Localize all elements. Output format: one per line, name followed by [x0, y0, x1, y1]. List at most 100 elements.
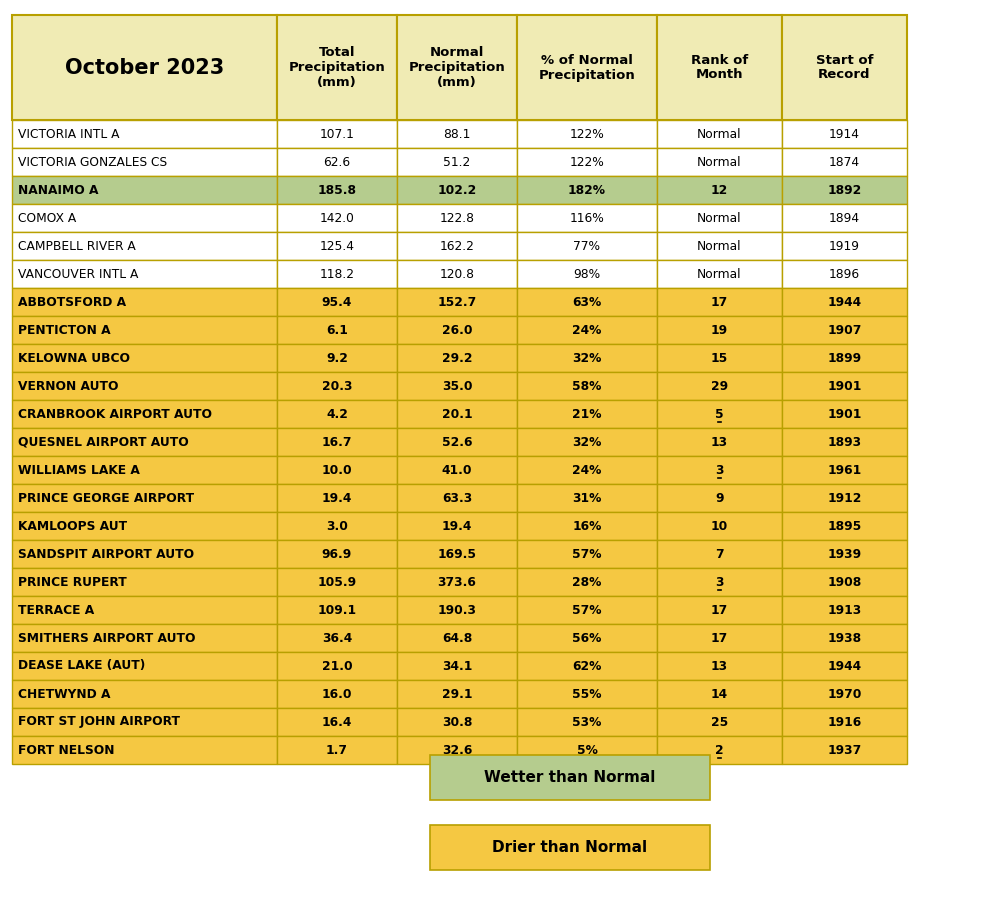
Bar: [656, 456, 781, 484]
Bar: [656, 736, 781, 764]
Text: 122.8: 122.8: [439, 212, 474, 225]
Bar: [781, 680, 906, 708]
Bar: [396, 148, 517, 176]
Bar: [277, 260, 396, 288]
Text: 19: 19: [710, 323, 727, 337]
Text: 1938: 1938: [826, 632, 861, 645]
Text: 10: 10: [710, 519, 727, 532]
Text: DEASE LAKE (AUT): DEASE LAKE (AUT): [18, 659, 145, 673]
Text: 3.0: 3.0: [326, 519, 348, 532]
Bar: [277, 652, 396, 680]
Text: FORT NELSON: FORT NELSON: [18, 743, 114, 757]
Bar: [517, 540, 656, 568]
Text: ABBOTSFORD A: ABBOTSFORD A: [18, 296, 126, 309]
Text: 20.3: 20.3: [321, 380, 352, 393]
Bar: [781, 15, 906, 120]
Bar: [429, 825, 709, 870]
Bar: [277, 232, 396, 260]
Bar: [396, 316, 517, 344]
Bar: [12, 260, 277, 288]
Text: 7: 7: [714, 548, 723, 561]
Text: VICTORIA INTL A: VICTORIA INTL A: [18, 128, 119, 141]
Text: Normal
Precipitation
(mm): Normal Precipitation (mm): [408, 46, 505, 89]
Bar: [396, 372, 517, 400]
Bar: [656, 652, 781, 680]
Bar: [781, 596, 906, 624]
Text: 1919: 1919: [828, 239, 860, 253]
Text: 64.8: 64.8: [441, 632, 471, 645]
Bar: [656, 176, 781, 204]
Text: 1.7: 1.7: [326, 743, 348, 757]
Bar: [781, 484, 906, 512]
Bar: [781, 260, 906, 288]
Bar: [656, 708, 781, 736]
Bar: [517, 204, 656, 232]
Text: 3: 3: [714, 464, 723, 477]
Bar: [517, 148, 656, 176]
Text: 6.1: 6.1: [326, 323, 348, 337]
Text: CAMPBELL RIVER A: CAMPBELL RIVER A: [18, 239, 135, 253]
Bar: [12, 428, 277, 456]
Text: 1894: 1894: [828, 212, 860, 225]
Text: 41.0: 41.0: [441, 464, 471, 477]
Text: 1913: 1913: [826, 603, 861, 616]
Bar: [277, 540, 396, 568]
Bar: [781, 540, 906, 568]
Bar: [12, 624, 277, 652]
Text: 36.4: 36.4: [322, 632, 352, 645]
Text: Normal: Normal: [696, 128, 741, 141]
Bar: [277, 372, 396, 400]
Bar: [396, 288, 517, 316]
Text: VANCOUVER INTL A: VANCOUVER INTL A: [18, 268, 138, 280]
Bar: [396, 120, 517, 148]
Text: 20.1: 20.1: [441, 407, 471, 421]
Text: 116%: 116%: [569, 212, 604, 225]
Bar: [781, 736, 906, 764]
Text: 51.2: 51.2: [443, 155, 470, 169]
Text: 125.4: 125.4: [319, 239, 354, 253]
Bar: [656, 148, 781, 176]
Bar: [656, 540, 781, 568]
Bar: [396, 15, 517, 120]
Text: PRINCE RUPERT: PRINCE RUPERT: [18, 575, 126, 589]
Text: 118.2: 118.2: [319, 268, 354, 280]
Text: 77%: 77%: [573, 239, 600, 253]
Bar: [517, 680, 656, 708]
Bar: [277, 148, 396, 176]
Bar: [781, 204, 906, 232]
Text: 25: 25: [710, 716, 727, 729]
Bar: [517, 624, 656, 652]
Bar: [12, 288, 277, 316]
Bar: [277, 484, 396, 512]
Bar: [781, 428, 906, 456]
Text: TERRACE A: TERRACE A: [18, 603, 94, 616]
Bar: [277, 15, 396, 120]
Text: Start of
Record: Start of Record: [814, 54, 873, 81]
Bar: [277, 176, 396, 204]
Bar: [656, 568, 781, 596]
Text: SANDSPIT AIRPORT AUTO: SANDSPIT AIRPORT AUTO: [18, 548, 194, 561]
Bar: [517, 652, 656, 680]
Text: 52.6: 52.6: [441, 436, 471, 448]
Bar: [277, 120, 396, 148]
Bar: [517, 344, 656, 372]
Text: 10.0: 10.0: [321, 464, 352, 477]
Text: % of Normal
Precipitation: % of Normal Precipitation: [538, 54, 635, 81]
Bar: [656, 344, 781, 372]
Bar: [396, 176, 517, 204]
Text: 17: 17: [710, 632, 727, 645]
Bar: [517, 568, 656, 596]
Bar: [517, 736, 656, 764]
Bar: [517, 120, 656, 148]
Bar: [277, 204, 396, 232]
Bar: [12, 596, 277, 624]
Bar: [517, 260, 656, 288]
Text: 120.8: 120.8: [439, 268, 474, 280]
Text: 30.8: 30.8: [441, 716, 471, 729]
Text: Normal: Normal: [696, 239, 741, 253]
Text: CHETWYND A: CHETWYND A: [18, 687, 110, 700]
Bar: [517, 232, 656, 260]
Text: 24%: 24%: [572, 323, 601, 337]
Bar: [396, 204, 517, 232]
Text: 32.6: 32.6: [441, 743, 471, 757]
